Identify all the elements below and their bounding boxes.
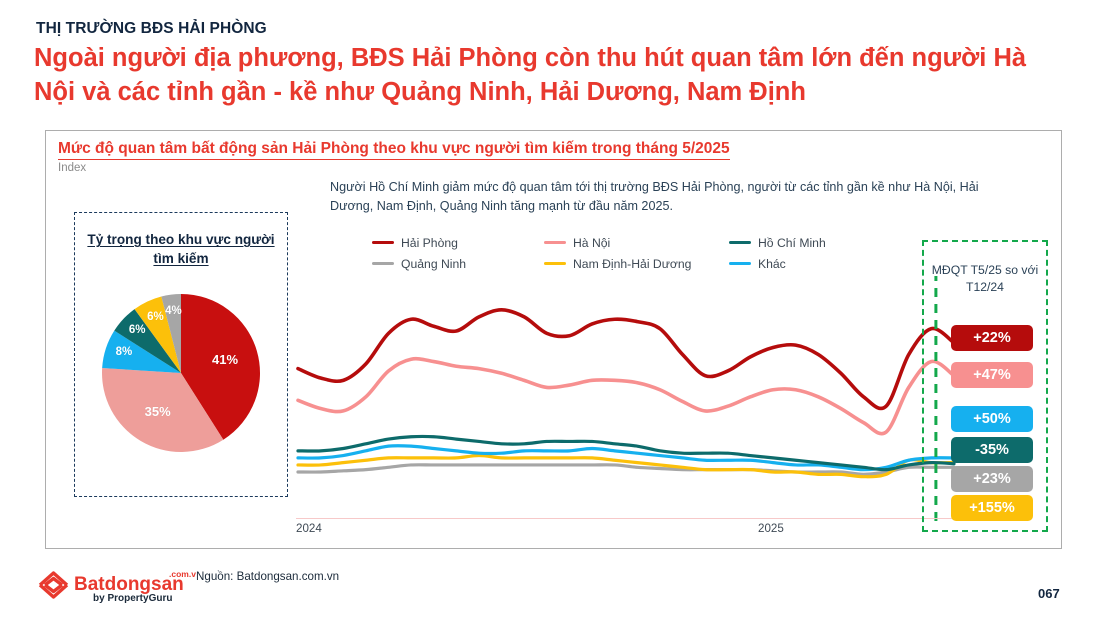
- pie-label: 8%: [115, 346, 133, 359]
- summary-box: [922, 240, 1048, 532]
- badge-hai-phong: +22%: [951, 325, 1033, 351]
- pie-label: 4%: [165, 305, 182, 318]
- slide-kicker: THỊ TRƯỜNG BĐS HẢI PHÒNG: [36, 20, 267, 37]
- legend-item-hai-phong[interactable]: Hải Phòng: [372, 236, 544, 250]
- badge-value: +23%: [973, 471, 1011, 487]
- pie-slice-h-n-i[interactable]: [102, 368, 224, 452]
- slide-headline: Ngoài người địa phương, BĐS Hải Phòng cò…: [34, 44, 1027, 106]
- line-series-h-n-i: [296, 356, 956, 436]
- pie-slice-h-i-ph-ng[interactable]: [181, 294, 260, 440]
- chart-unit-label: Index: [58, 162, 87, 174]
- line-series-nam-nh-h-i-d-ng: [296, 453, 956, 479]
- chart-annotation: Người Hồ Chí Minh giảm mức độ quan tâm t…: [330, 180, 979, 213]
- badge-nam-dinh-hai-duong: +155%: [951, 495, 1033, 521]
- pie-label: 35%: [144, 404, 171, 420]
- batdongsan-logo: Batdongsan .com.vn by PropertyGuru: [36, 566, 201, 604]
- pie-slice-nam-nh-h-i-d-ng[interactable]: [134, 296, 181, 373]
- pie-chart-svg: [102, 294, 260, 452]
- source-note: Nguồn: Batdongsan.com.vn: [196, 570, 340, 583]
- badge-quang-ninh: +23%: [951, 466, 1033, 492]
- line-chart: [296, 276, 956, 521]
- legend-item-quang-ninh[interactable]: Quảng Ninh: [372, 257, 544, 271]
- legend-label: Hải Phòng: [401, 235, 458, 250]
- badge-value: -35%: [975, 442, 1009, 458]
- line-chart-svg: [296, 276, 956, 521]
- line-series-kh-c: [296, 444, 956, 472]
- legend-item-ho-chi-minh[interactable]: Hồ Chí Minh: [729, 236, 904, 250]
- page-number: 067: [1038, 586, 1060, 601]
- x-axis-tick-2025: 2025: [758, 522, 784, 535]
- badge-value: +47%: [973, 367, 1011, 383]
- pie-slice-qu-ng-ninh[interactable]: [161, 294, 181, 373]
- pie-label: 6%: [147, 310, 164, 323]
- legend-swatch-icon: [544, 261, 566, 266]
- legend-swatch-icon: [372, 261, 394, 266]
- legend-swatch-icon: [372, 240, 394, 245]
- legend-item-ha-noi[interactable]: Hà Nội: [544, 236, 729, 250]
- legend-label: Hồ Chí Minh: [758, 235, 826, 250]
- pie-label: 6%: [128, 323, 146, 336]
- badge-value: +155%: [969, 500, 1015, 516]
- legend-label: Nam Định-Hải Dương: [573, 256, 692, 271]
- chart-title: Mức độ quan tâm bất động sản Hải Phòng t…: [58, 140, 730, 160]
- legend-label: Hà Nội: [573, 235, 611, 250]
- badge-value: +22%: [973, 330, 1011, 346]
- badge-value: +50%: [973, 411, 1011, 427]
- pie-slice-kh-c[interactable]: [102, 330, 181, 373]
- badge-ho-chi-minh: -35%: [951, 437, 1033, 463]
- line-series-h-i-ph-ng: [296, 308, 956, 411]
- svg-text:.com.vn: .com.vn: [169, 569, 196, 579]
- pie-slice-h-ch-minh[interactable]: [114, 309, 181, 373]
- line-series-h-ch-minh: [296, 434, 956, 472]
- legend-item-nam-dinh-hai-duong[interactable]: Nam Định-Hải Dương: [544, 257, 729, 271]
- x-axis-tick-2024: 2024: [296, 522, 322, 535]
- chart-legend: Hải Phòng Hà Nội Hồ Chí Minh Quảng Ninh …: [372, 232, 917, 274]
- pie-label: 41%: [211, 352, 239, 368]
- badge-ha-noi: +47%: [951, 362, 1033, 388]
- legend-swatch-icon: [729, 261, 751, 266]
- legend-swatch-icon: [544, 240, 566, 245]
- svg-text:Batdongsan: Batdongsan: [74, 574, 184, 595]
- line-series-qu-ng-ninh: [296, 463, 956, 476]
- legend-label: Khác: [758, 256, 786, 271]
- pie-chart: 41% 35% 8% 6% 6% 4%: [101, 293, 261, 453]
- summary-box-title: MĐQT T5/25 so với T12/24: [931, 263, 1039, 295]
- legend-label: Quảng Ninh: [401, 256, 467, 271]
- legend-item-khac[interactable]: Khác: [729, 257, 904, 271]
- pie-chart-title: Tỷ trọng theo khu vực người tìm kiếm: [87, 232, 275, 266]
- x-axis-line: [296, 518, 958, 520]
- pie-chart-box: [74, 212, 288, 497]
- legend-swatch-icon: [729, 240, 751, 245]
- svg-text:by PropertyGuru: by PropertyGuru: [93, 593, 172, 604]
- badge-khac: +50%: [951, 406, 1033, 432]
